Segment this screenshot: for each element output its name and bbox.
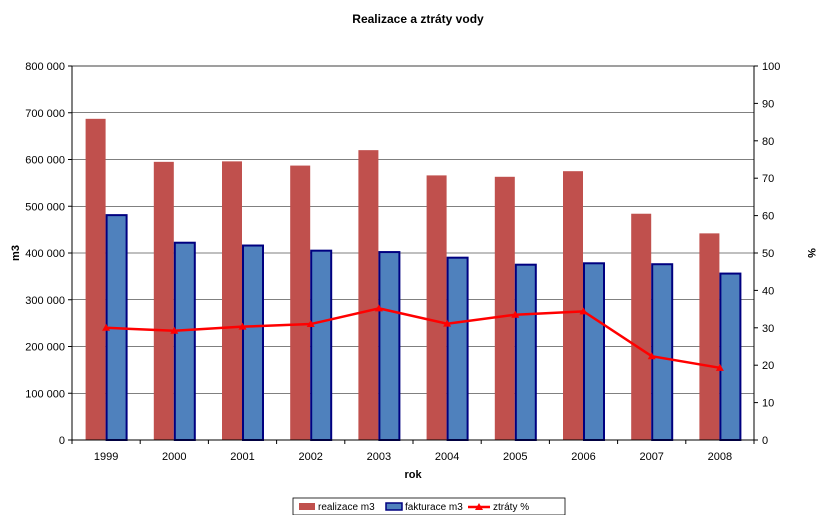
- loss-point: [374, 304, 383, 312]
- bar-fakturace: [310, 249, 333, 441]
- y2-tick-label: 90: [762, 98, 774, 110]
- y-tick-label: 800 000: [25, 61, 65, 73]
- y2-tick-label: 50: [762, 248, 774, 260]
- axes: 0 100 000 200 000 300 000 400 000 500 000 600 …: [25, 61, 780, 463]
- y-tick-label: 300 000: [25, 295, 65, 307]
- x-tick-label: 2000: [162, 451, 186, 463]
- bar-fakturace: [651, 263, 674, 441]
- y-tick-label: 100 000: [25, 388, 65, 400]
- bar-realizace: [358, 150, 379, 440]
- loss-point: [102, 323, 111, 331]
- x-tick-label: 2004: [435, 451, 459, 463]
- y-tick-label: 200 000: [25, 342, 65, 354]
- legend-swatch-fakturace: [385, 502, 403, 511]
- y-tick-label: 0: [59, 435, 65, 447]
- loss-line: [106, 307, 721, 370]
- loss-point: [170, 326, 179, 334]
- bar-realizace: [563, 171, 583, 440]
- loss-point: [511, 310, 520, 318]
- y-tick-label: 500 000: [25, 201, 65, 213]
- y-tick-label: 700 000: [25, 108, 65, 120]
- y2-tick-label: 60: [762, 211, 774, 223]
- loss-point: [238, 322, 247, 330]
- x-tick-label: 2006: [571, 451, 595, 463]
- y-tick-label: 400 000: [25, 248, 65, 260]
- chart-title: Realizace a ztráty vody: [352, 12, 484, 26]
- y2-tick-label: 20: [762, 360, 774, 372]
- y-axis-title: m3: [10, 245, 22, 261]
- bar-realizace: [222, 161, 242, 440]
- loss-point: [647, 352, 656, 360]
- x-tick-label: 2007: [639, 451, 663, 463]
- y2-axis-title: %: [805, 248, 817, 258]
- x-tick-label: 2003: [367, 451, 391, 463]
- bar-fakturace: [242, 244, 264, 441]
- y2-tick-label: 0: [762, 435, 768, 447]
- bar-realizace: [494, 176, 515, 441]
- loss-point: [443, 319, 452, 327]
- y2-tick-label: 100: [762, 61, 780, 73]
- bar-fakturace: [378, 251, 401, 441]
- y-tick-label: 600 000: [25, 155, 65, 167]
- legend-label-fakturace: fakturace m3: [405, 502, 463, 513]
- bar-realizace: [699, 233, 720, 440]
- legend-swatch-ztraty-marker: [475, 503, 483, 510]
- bar-realizace: [153, 161, 174, 440]
- loss-line-series: [102, 304, 724, 371]
- y2-tick-label: 30: [762, 323, 774, 335]
- legend-label-ztraty: ztráty %: [493, 502, 529, 513]
- x-tick-label: 2008: [708, 451, 732, 463]
- y2-tick-label: 70: [762, 173, 774, 185]
- bar-realizace: [85, 118, 106, 440]
- legend-swatch-realizace: [299, 503, 315, 510]
- legend-box: [292, 497, 566, 515]
- bar-realizace: [631, 213, 652, 440]
- bar-fakturace: [583, 262, 605, 441]
- bar-realizace: [290, 165, 311, 440]
- loss-point: [715, 363, 724, 371]
- bar-fakturace: [446, 256, 469, 441]
- bar-realizace: [426, 175, 447, 440]
- x-tick-label: 2001: [230, 451, 254, 463]
- y2-tick-label: 80: [762, 136, 774, 148]
- y2-tick-label: 10: [762, 398, 774, 410]
- x-axis-title: rok: [404, 469, 422, 481]
- x-tick-label: 1999: [94, 451, 118, 463]
- bar-fakturace: [719, 272, 742, 441]
- loss-point: [579, 307, 588, 315]
- y2-tick-label: 40: [762, 285, 774, 297]
- loss-point: [306, 320, 315, 328]
- bar-fakturace: [173, 241, 196, 441]
- bars: [85, 118, 742, 441]
- bar-fakturace: [514, 263, 537, 441]
- x-tick-label: 2005: [503, 451, 527, 463]
- legend: realizace m3 fakturace m3 ztráty %: [292, 497, 566, 515]
- x-tick-label: 2002: [298, 451, 322, 463]
- legend-label-realizace: realizace m3: [318, 502, 375, 513]
